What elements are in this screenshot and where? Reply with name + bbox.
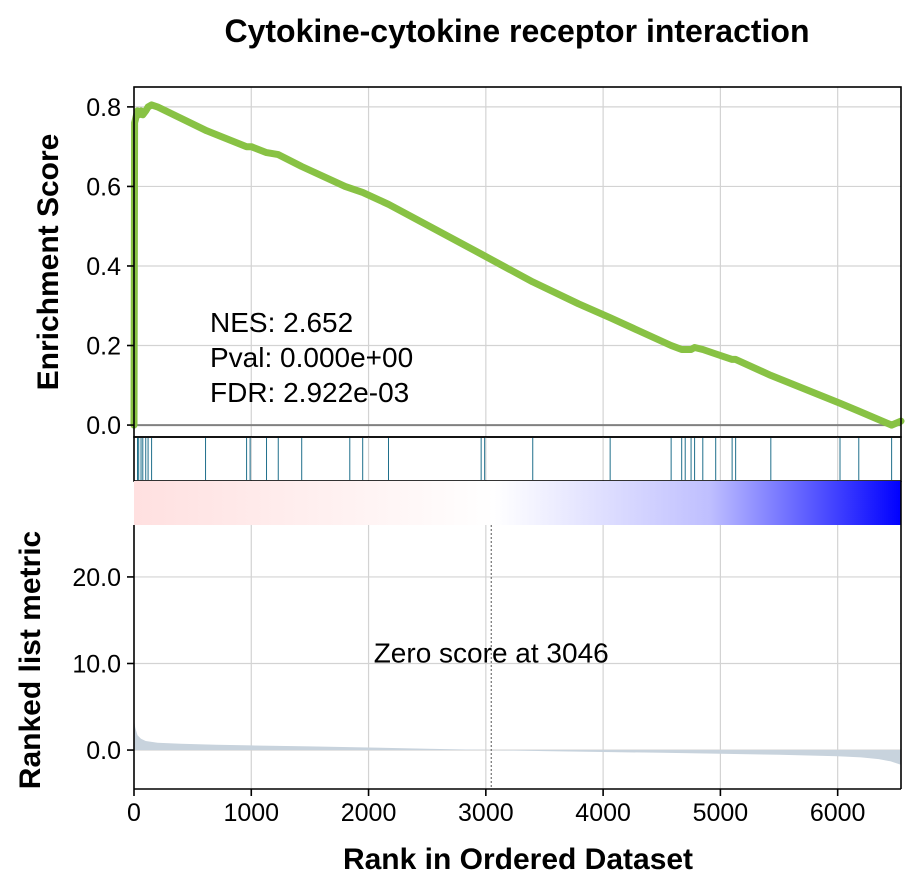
enrichment-annotation: FDR: 2.922e-03 bbox=[210, 377, 409, 408]
x-axis-ticks: 0 1000 2000 3000 4000 5000 6000 bbox=[127, 789, 865, 827]
y-tick-label: 0.0 bbox=[86, 412, 121, 440]
enrichment-annotation: NES: 2.652 bbox=[210, 307, 353, 338]
x-tick-label: 5000 bbox=[693, 799, 749, 827]
metric-y-axis-label: Ranked list metric bbox=[14, 531, 47, 789]
x-tick-label: 0 bbox=[127, 799, 141, 827]
x-tick-label: 6000 bbox=[810, 799, 866, 827]
enrichment-y-axis-label: Enrichment Score bbox=[32, 134, 65, 391]
enrichment-score-panel: 0.0 0.2 0.4 0.6 0.8 NES: 2.652 Pval: 0.000e+0… bbox=[86, 86, 905, 440]
gene-hit-markers bbox=[137, 438, 893, 480]
x-axis-label: Rank in Ordered Dataset bbox=[343, 843, 693, 876]
enrichment-y-ticks: 0.0 0.2 0.4 0.6 0.8 bbox=[86, 94, 134, 440]
y-tick-label: 0.4 bbox=[86, 253, 121, 281]
metric-y-ticks: 0.0 10.0 20.0 bbox=[72, 564, 134, 765]
y-tick-label: 0.8 bbox=[86, 94, 121, 122]
enrichment-score-line bbox=[130, 101, 905, 429]
x-tick-label: 4000 bbox=[575, 799, 631, 827]
y-tick-label: 10.0 bbox=[72, 650, 121, 678]
ranked-metric-area bbox=[134, 719, 901, 765]
hits-grid bbox=[250, 437, 839, 481]
gene-hits-panel bbox=[133, 436, 902, 482]
hits-frame bbox=[133, 436, 902, 482]
chart-title: Cytokine-cytokine receptor interaction bbox=[224, 13, 809, 49]
enrichment-annotations: NES: 2.652 Pval: 0.000e+00 FDR: 2.922e-03 bbox=[210, 307, 413, 408]
x-tick-label: 1000 bbox=[223, 799, 279, 827]
enrichment-annotation: Pval: 0.000e+00 bbox=[210, 342, 413, 373]
x-tick-label: 3000 bbox=[458, 799, 514, 827]
ranked-metric-panel: Zero score at 3046 0.0 10.0 20.0 bbox=[72, 525, 901, 789]
y-tick-label: 0.6 bbox=[86, 173, 121, 201]
y-tick-label: 0.0 bbox=[86, 737, 121, 765]
zero-score-label: Zero score at 3046 bbox=[374, 638, 609, 669]
y-tick-label: 0.2 bbox=[86, 333, 121, 361]
rank-metric-heatmap bbox=[134, 481, 901, 525]
x-tick-label: 2000 bbox=[341, 799, 397, 827]
y-tick-label: 20.0 bbox=[72, 564, 121, 592]
